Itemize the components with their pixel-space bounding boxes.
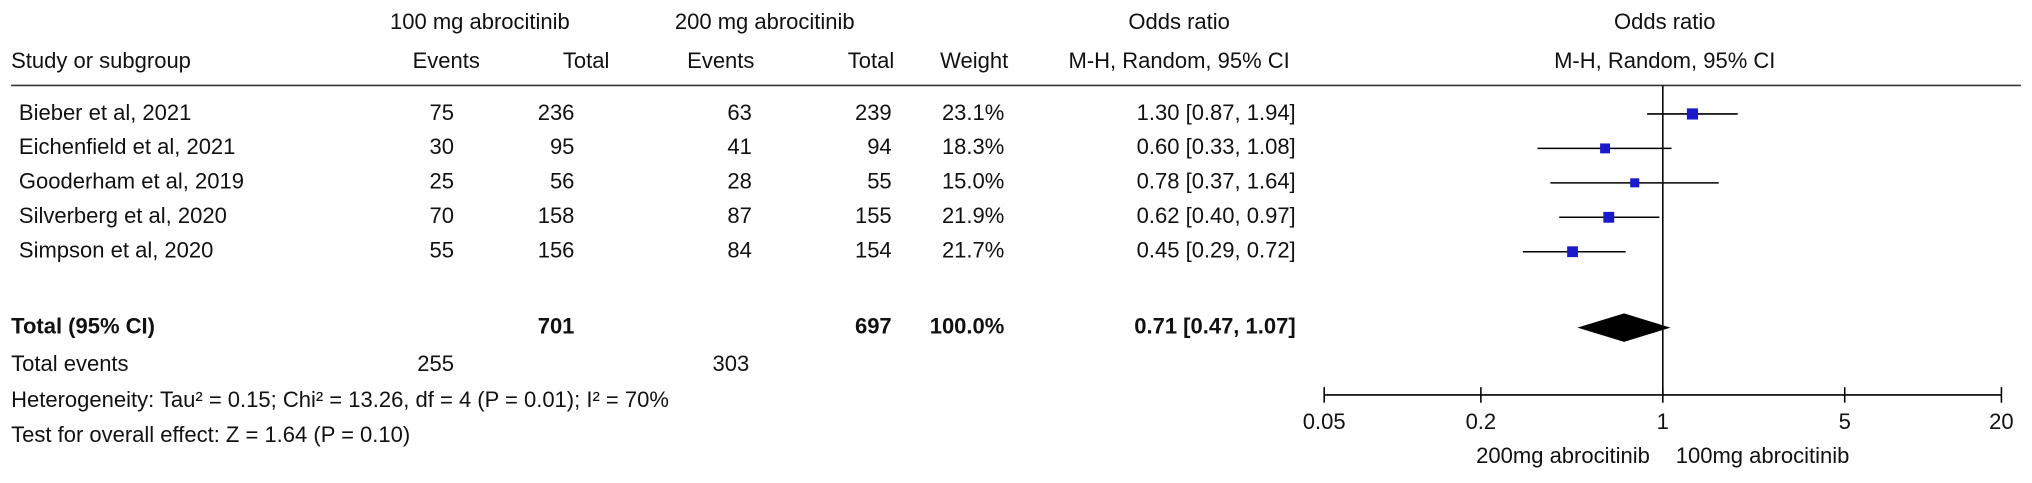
study-name: Gooderham et al, 2019: [19, 169, 244, 194]
events: 75: [430, 100, 454, 125]
point-estimate: [1630, 178, 1640, 188]
column-header: Events: [413, 48, 480, 73]
total: 55: [867, 169, 891, 194]
x-tick-label: 0.2: [1466, 409, 1497, 434]
ci-label: 0.60 [0.33, 1.08]: [1137, 134, 1296, 159]
events: 84: [727, 238, 751, 263]
weight: 15.0%: [942, 169, 1004, 194]
events: 25: [430, 169, 454, 194]
total: 158: [538, 203, 575, 228]
point-estimate: [1567, 246, 1578, 258]
total: 56: [550, 169, 574, 194]
events: 28: [727, 169, 751, 194]
summary-diamond: [1577, 313, 1671, 342]
heterogeneity: Heterogeneity: Tau² = 0.15; Chi² = 13.26…: [11, 387, 669, 412]
column-header: Weight: [940, 48, 1008, 73]
total-events: 255: [417, 351, 454, 376]
total: 156: [538, 238, 575, 263]
column-header: Study or subgroup: [11, 48, 191, 73]
ci-label: 0.45 [0.29, 0.72]: [1137, 238, 1296, 263]
overall-effect: Test for overall effect: Z = 1.64 (P = 0…: [11, 422, 410, 447]
weight: 23.1%: [942, 100, 1004, 125]
total-count: 701: [538, 313, 575, 338]
total-count: 697: [855, 313, 892, 338]
events: 55: [430, 238, 454, 263]
x-tick-label: 1: [1657, 409, 1669, 434]
weight: 18.3%: [942, 134, 1004, 159]
column-header: Total: [563, 48, 609, 73]
study-name: Bieber et al, 2021: [19, 100, 191, 125]
ci-label: 0.78 [0.37, 1.64]: [1137, 169, 1296, 194]
weight: 21.7%: [942, 238, 1004, 263]
ci-label: 1.30 [0.87, 1.94]: [1137, 100, 1296, 125]
events: 87: [727, 203, 751, 228]
total-events-label: Total events: [11, 351, 128, 376]
plot-header: M-H, Random, 95% CI: [1554, 48, 1775, 73]
study-name: Silverberg et al, 2020: [19, 203, 227, 228]
column-header: Events: [687, 48, 754, 73]
x-tick-label: 20: [1989, 409, 2013, 434]
favours-label: 200mg abrocitinib: [1476, 443, 1650, 468]
favours-label: 100mg abrocitinib: [1676, 443, 1850, 468]
events: 30: [430, 134, 454, 159]
study-name: Eichenfield et al, 2021: [19, 134, 236, 159]
total-weight: 100.0%: [930, 313, 1005, 338]
total-ci: 0.71 [0.47, 1.07]: [1134, 313, 1295, 338]
total: 155: [855, 203, 892, 228]
events: 70: [430, 203, 454, 228]
point-estimate: [1686, 108, 1699, 120]
group-header: 200 mg abrocitinib: [675, 9, 855, 34]
point-estimate: [1600, 143, 1611, 154]
study-name: Simpson et al, 2020: [19, 238, 213, 263]
point-estimate: [1603, 211, 1615, 223]
ci-label: 0.62 [0.40, 0.97]: [1137, 203, 1296, 228]
column-header: M-H, Random, 95% CI: [1069, 48, 1290, 73]
x-tick-label: 5: [1839, 409, 1851, 434]
x-tick-label: 0.05: [1303, 409, 1346, 434]
group-header: 100 mg abrocitinib: [390, 9, 570, 34]
effect-header: Odds ratio: [1128, 9, 1230, 34]
total-events: 303: [713, 351, 750, 376]
total: 95: [550, 134, 574, 159]
events: 63: [727, 100, 751, 125]
total: 94: [867, 134, 891, 159]
events: 41: [727, 134, 751, 159]
plot-header: Odds ratio: [1614, 9, 1716, 34]
total-label: Total (95% CI): [11, 313, 155, 338]
total: 239: [855, 100, 892, 125]
weight: 21.9%: [942, 203, 1004, 228]
column-header: Total: [848, 48, 894, 73]
total: 154: [855, 238, 892, 263]
total: 236: [538, 100, 575, 125]
